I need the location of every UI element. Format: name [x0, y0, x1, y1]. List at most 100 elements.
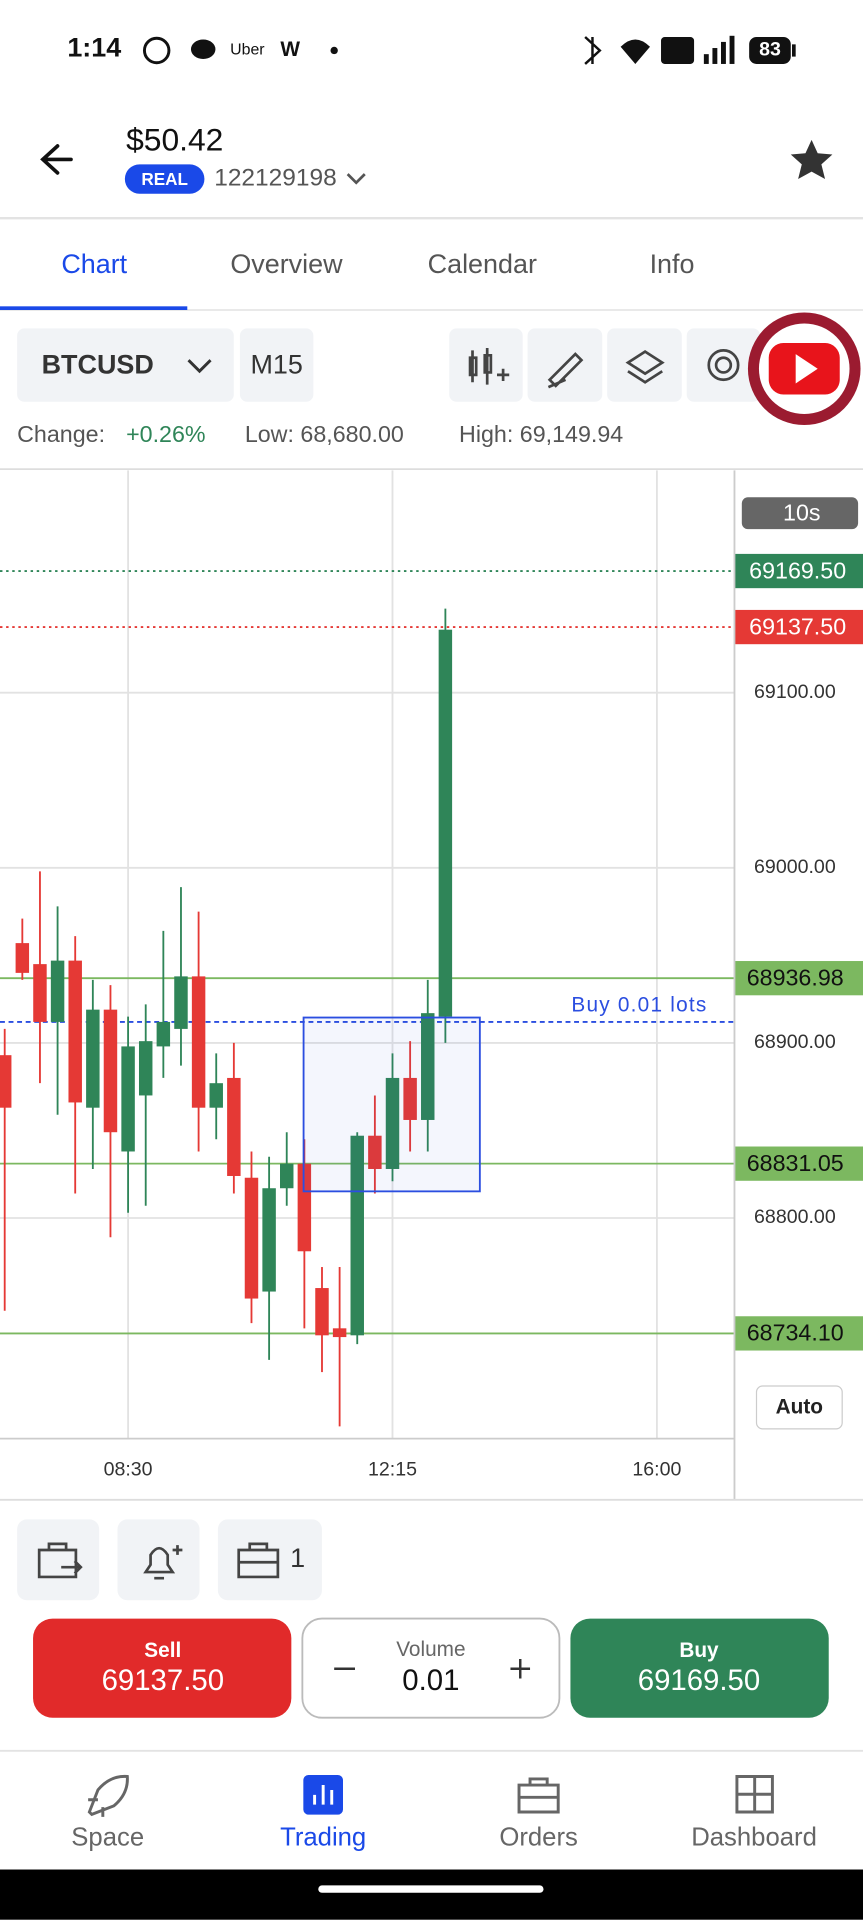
system-nav-bar — [0, 1869, 863, 1920]
y-tick-label: 69100.00 — [754, 681, 836, 703]
low-value: Low: 68,680.00 — [245, 421, 404, 447]
nav-item[interactable]: Space — [71, 1824, 144, 1852]
nav-icons — [87, 1774, 774, 1817]
nav-item[interactable]: Trading — [280, 1824, 366, 1852]
candle-body — [68, 960, 82, 1103]
buy-label: Buy — [679, 1639, 719, 1662]
level-tag — [734, 1316, 863, 1351]
volume-increase[interactable] — [510, 1658, 531, 1679]
buy-button[interactable] — [570, 1618, 829, 1718]
tab[interactable]: Info — [650, 249, 695, 279]
auto-scale-label: Auto — [776, 1396, 823, 1419]
order-label: Buy 0.01 lots — [571, 993, 707, 1016]
level-tag — [734, 961, 863, 996]
sell-button[interactable] — [33, 1618, 292, 1718]
volume-value[interactable]: 0.01 — [402, 1664, 459, 1697]
timeframe: M15 — [250, 349, 302, 379]
timeframe-selector[interactable] — [239, 328, 314, 402]
bottom-tools[interactable] — [17, 1519, 322, 1601]
candle-body — [244, 1177, 259, 1299]
ask-label: 69169.50 — [749, 557, 846, 583]
video-play — [795, 354, 818, 384]
x-tick-label: 16:00 — [632, 1459, 681, 1481]
account-type: REAL — [141, 169, 188, 189]
level-label: 68936.98 — [747, 965, 844, 991]
ask-tag — [734, 553, 863, 589]
back-button[interactable] — [40, 144, 73, 175]
y-tick-label: 68800.00 — [754, 1206, 836, 1228]
chart-tools[interactable] — [449, 328, 761, 402]
high-value: High: 69,149.94 — [459, 421, 623, 447]
timer-tag — [741, 497, 859, 530]
y-tick-label: 68900.00 — [754, 1031, 836, 1053]
account-badge — [124, 164, 205, 194]
candle-body — [209, 1083, 223, 1108]
nav-item[interactable]: Orders — [499, 1824, 578, 1852]
status-icons: Uber W — [142, 35, 796, 65]
volume-box — [301, 1617, 561, 1719]
tab[interactable]: Overview — [230, 249, 343, 279]
candle-body — [297, 1163, 312, 1252]
candle-body — [121, 1046, 135, 1152]
sell-price: 69137.50 — [102, 1664, 224, 1697]
svg-text:W: W — [280, 38, 300, 61]
candle-body — [33, 964, 47, 1022]
positions-count: 1 — [290, 1543, 305, 1573]
bottom-tool-icons — [37, 1542, 280, 1580]
symbol-selector[interactable] — [17, 328, 234, 402]
x-tick-label: 08:30 — [104, 1459, 153, 1481]
candle-body — [438, 629, 453, 1017]
candle-body — [86, 1009, 100, 1108]
candle-body — [174, 976, 188, 1029]
level-tag — [734, 1146, 863, 1181]
tab-indicator — [0, 306, 188, 310]
tab[interactable]: Calendar — [428, 249, 537, 279]
candle-body — [385, 1077, 400, 1169]
change-value: +0.26% — [126, 421, 206, 447]
bid-tag — [734, 609, 863, 645]
candle-body — [262, 1188, 276, 1292]
symbol: BTCUSD — [42, 349, 154, 379]
symbol-chevron — [187, 359, 212, 374]
candle-body — [15, 943, 30, 973]
candle-body — [350, 1135, 364, 1336]
candle-body — [50, 960, 65, 1022]
home-indicator[interactable] — [318, 1885, 544, 1893]
auto-scale-button[interactable] — [755, 1385, 843, 1430]
candle-body — [0, 1055, 12, 1108]
level-label: 68831.05 — [747, 1150, 844, 1176]
account-chevron[interactable] — [346, 173, 366, 185]
candle-body — [315, 1288, 329, 1336]
candle-body — [103, 1009, 118, 1133]
candle-body — [191, 976, 206, 1108]
candle-body — [138, 1041, 153, 1096]
candle-timer: 10s — [783, 500, 821, 526]
favorite-star[interactable] — [790, 139, 833, 180]
volume-label: Volume — [396, 1638, 465, 1661]
candle-body — [227, 1077, 241, 1176]
level-label: 68734.10 — [747, 1320, 844, 1346]
candle-body — [421, 1013, 435, 1120]
sell-label: Sell — [144, 1639, 181, 1662]
svg-text:Uber: Uber — [230, 42, 265, 59]
drawn-rectangle[interactable] — [302, 1016, 481, 1193]
nav-item[interactable]: Dashboard — [691, 1824, 817, 1852]
candle-body — [368, 1135, 382, 1169]
account-id[interactable]: 122129198 — [214, 164, 336, 191]
candle-body — [403, 1077, 417, 1120]
balance: $50.42 — [126, 122, 223, 158]
change-label: Change: — [17, 421, 105, 447]
candle-body — [156, 1021, 171, 1047]
battery-level: 83 — [759, 39, 781, 61]
candle-body — [280, 1163, 294, 1189]
tab[interactable]: Chart — [61, 249, 127, 279]
candle-body — [332, 1328, 347, 1338]
chart: 69100.00 69000.00 68900.00 68800.00 08:30 12:… — [0, 470, 863, 1481]
tool-icons — [468, 347, 740, 389]
bid-label: 69137.50 — [749, 613, 846, 639]
buy-price: 69169.50 — [638, 1664, 760, 1697]
status-time: 1:14 — [67, 32, 121, 62]
y-tick-label: 69000.00 — [754, 856, 836, 878]
